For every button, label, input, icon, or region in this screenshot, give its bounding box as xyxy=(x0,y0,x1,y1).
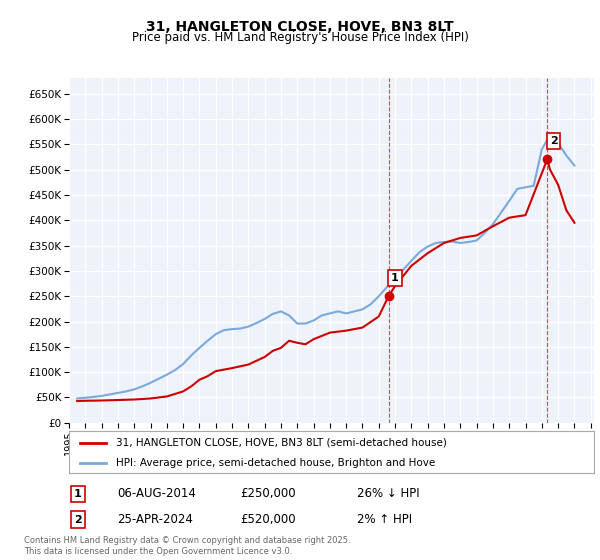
Text: 31, HANGLETON CLOSE, HOVE, BN3 8LT (semi-detached house): 31, HANGLETON CLOSE, HOVE, BN3 8LT (semi… xyxy=(116,438,447,448)
Text: 2% ↑ HPI: 2% ↑ HPI xyxy=(357,513,412,526)
Text: 26% ↓ HPI: 26% ↓ HPI xyxy=(357,487,419,501)
Text: 06-AUG-2014: 06-AUG-2014 xyxy=(117,487,196,501)
Text: £250,000: £250,000 xyxy=(240,487,296,501)
Text: 2: 2 xyxy=(74,515,82,525)
Text: £520,000: £520,000 xyxy=(240,513,296,526)
Text: HPI: Average price, semi-detached house, Brighton and Hove: HPI: Average price, semi-detached house,… xyxy=(116,458,436,468)
Text: 1: 1 xyxy=(74,489,82,499)
Text: 2: 2 xyxy=(550,136,557,146)
Text: 1: 1 xyxy=(391,273,399,283)
Text: 31, HANGLETON CLOSE, HOVE, BN3 8LT: 31, HANGLETON CLOSE, HOVE, BN3 8LT xyxy=(146,20,454,34)
Text: 25-APR-2024: 25-APR-2024 xyxy=(117,513,193,526)
Text: Price paid vs. HM Land Registry's House Price Index (HPI): Price paid vs. HM Land Registry's House … xyxy=(131,31,469,44)
Text: Contains HM Land Registry data © Crown copyright and database right 2025.
This d: Contains HM Land Registry data © Crown c… xyxy=(24,536,350,556)
